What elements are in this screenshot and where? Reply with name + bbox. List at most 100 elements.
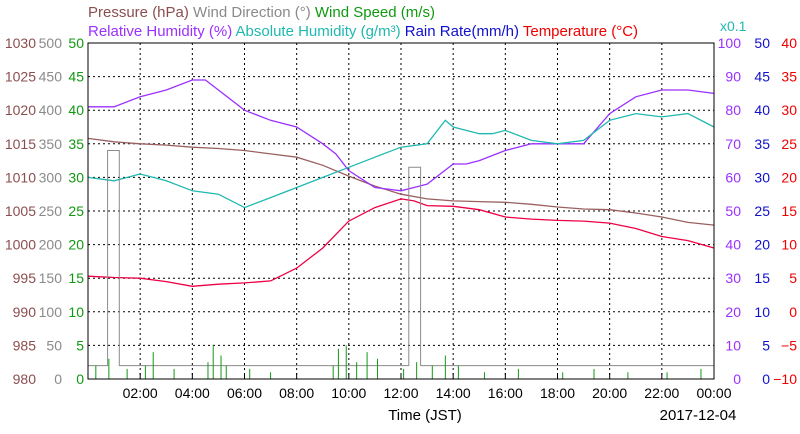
y-tick-wind_speed: 50 — [68, 35, 84, 51]
y-tick-wind_speed: 5 — [76, 337, 84, 353]
y-tick-pressure: 1010 — [5, 169, 36, 185]
legend-wind_speed: Wind Speed (m/s) — [311, 4, 435, 21]
y-tick-rh: 60 — [725, 169, 741, 185]
y-tick-rh: 30 — [725, 270, 741, 286]
y-tick-rh: 20 — [725, 304, 741, 320]
legend-abs_hum: Absolute Humidity (g/m³) — [232, 23, 400, 40]
legend-row-2: Relative Humidity (%) Absolute Humidity … — [88, 23, 638, 40]
y-tick-rh: 10 — [725, 337, 741, 353]
y-tick-wind_speed: 25 — [68, 203, 84, 219]
y-tick-temp: 10 — [781, 237, 797, 253]
legend-pressure: Pressure (hPa) — [88, 4, 189, 21]
y-tick-wind_dir: 300 — [39, 169, 63, 185]
y-tick-rh: 80 — [725, 102, 741, 118]
y-tick-rain: 10 — [754, 304, 770, 320]
series-layer — [87, 79, 715, 379]
x-tick-label: 18:00 — [540, 385, 575, 401]
x-tick-label: 14:00 — [436, 385, 471, 401]
y-tick-wind_speed: 15 — [68, 270, 84, 286]
y-tick-pressure: 1025 — [5, 69, 36, 85]
x-axis: 02:00 04:00 06:00 08:00 10:00 12:00 14:00 16:00… — [123, 373, 732, 401]
y-tick-temp: 25 — [781, 136, 797, 152]
y-tick-pressure: 995 — [13, 270, 37, 286]
y-tick-wind_dir: 100 — [39, 304, 63, 320]
y-tick-temp: 0 — [789, 304, 797, 320]
y-tick-wind_dir: 200 — [39, 237, 63, 253]
left-axes: 1030102510201015101010051000995990985980… — [5, 35, 84, 387]
y-tick-temp: 40 — [781, 35, 797, 51]
y-tick-temp: 5 — [789, 270, 797, 286]
y-tick-wind_dir: 50 — [46, 337, 62, 353]
y-tick-wind_speed: 10 — [68, 304, 84, 320]
x-axis-title: Time (JST) — [388, 407, 462, 424]
x-tick-label: 08:00 — [279, 385, 314, 401]
y-tick-temp: 15 — [781, 203, 797, 219]
y-tick-wind_dir: 0 — [54, 371, 62, 387]
x-tick-label: 00:00 — [696, 385, 731, 401]
legend-temp: Temperature (°C) — [519, 23, 638, 40]
series-wind-speed — [95, 345, 702, 379]
y-tick-rh: 90 — [725, 69, 741, 85]
chart-date: 2017-12-04 — [660, 407, 737, 424]
y-tick-wind_dir: 500 — [39, 35, 63, 51]
legend-rain: Rain Rate(mm/h) — [401, 23, 519, 40]
x-tick-label: 12:00 — [383, 385, 418, 401]
y-tick-pressure: 1020 — [5, 102, 36, 118]
y-tick-wind_speed: 20 — [68, 237, 84, 253]
y-tick-temp: −5 — [781, 337, 797, 353]
y-tick-rain: 30 — [754, 169, 770, 185]
y-tick-wind_dir: 150 — [39, 270, 63, 286]
y-tick-rain: 45 — [754, 69, 770, 85]
x-tick-label: 22:00 — [644, 385, 679, 401]
y-tick-rain: 25 — [754, 203, 770, 219]
x-tick-label: 06:00 — [227, 385, 262, 401]
legend-rh: Relative Humidity (%) — [88, 23, 232, 40]
y-tick-pressure: 1000 — [5, 237, 36, 253]
grid — [88, 43, 714, 379]
y-tick-rh: 40 — [725, 237, 741, 253]
x-tick-label: 02:00 — [123, 385, 158, 401]
y-tick-rain: 35 — [754, 136, 770, 152]
y-tick-wind_speed: 30 — [68, 169, 84, 185]
series-temp — [87, 198, 715, 287]
y-tick-rh: 50 — [725, 203, 741, 219]
x-tick-label: 16:00 — [488, 385, 523, 401]
y-tick-rh: 100 — [718, 35, 742, 51]
series-pressure — [87, 137, 715, 226]
series-abs_hum — [87, 112, 715, 209]
legend-scale-suffix: x0.1 — [720, 18, 747, 34]
y-tick-rain: 0 — [762, 371, 770, 387]
x-tick-label: 10:00 — [331, 385, 366, 401]
y-tick-rain: 40 — [754, 102, 770, 118]
y-tick-wind_speed: 40 — [68, 102, 84, 118]
y-tick-wind_speed: 35 — [68, 136, 84, 152]
y-tick-temp: 30 — [781, 102, 797, 118]
y-tick-wind_dir: 400 — [39, 102, 63, 118]
x-tick-label: 20:00 — [592, 385, 627, 401]
y-tick-pressure: 990 — [13, 304, 37, 320]
y-tick-pressure: 1015 — [5, 136, 36, 152]
series-wind_dir — [88, 150, 714, 367]
y-tick-wind_dir: 250 — [39, 203, 63, 219]
y-tick-pressure: 1005 — [5, 203, 36, 219]
y-tick-wind_speed: 45 — [68, 69, 84, 85]
y-tick-rh: 70 — [725, 136, 741, 152]
legend-wind_dir: Wind Direction (°) — [189, 4, 311, 21]
y-tick-rain: 15 — [754, 270, 770, 286]
y-tick-temp: 20 — [781, 169, 797, 185]
y-tick-wind_speed: 0 — [76, 371, 84, 387]
y-tick-pressure: 985 — [13, 337, 37, 353]
y-tick-wind_dir: 350 — [39, 136, 63, 152]
legend-row-1: Pressure (hPa) Wind Direction (°) Wind S… — [88, 4, 435, 21]
y-tick-pressure: 1030 — [5, 35, 36, 51]
y-tick-pressure: 980 — [13, 371, 37, 387]
y-tick-rh: 0 — [733, 371, 741, 387]
y-tick-rain: 5 — [762, 337, 770, 353]
y-tick-temp: −10 — [773, 371, 797, 387]
y-tick-temp: 35 — [781, 69, 797, 85]
y-tick-rain: 20 — [754, 237, 770, 253]
right-axes: 1009080706050403020100504540353025201510… — [718, 35, 798, 387]
x-tick-label: 04:00 — [175, 385, 210, 401]
